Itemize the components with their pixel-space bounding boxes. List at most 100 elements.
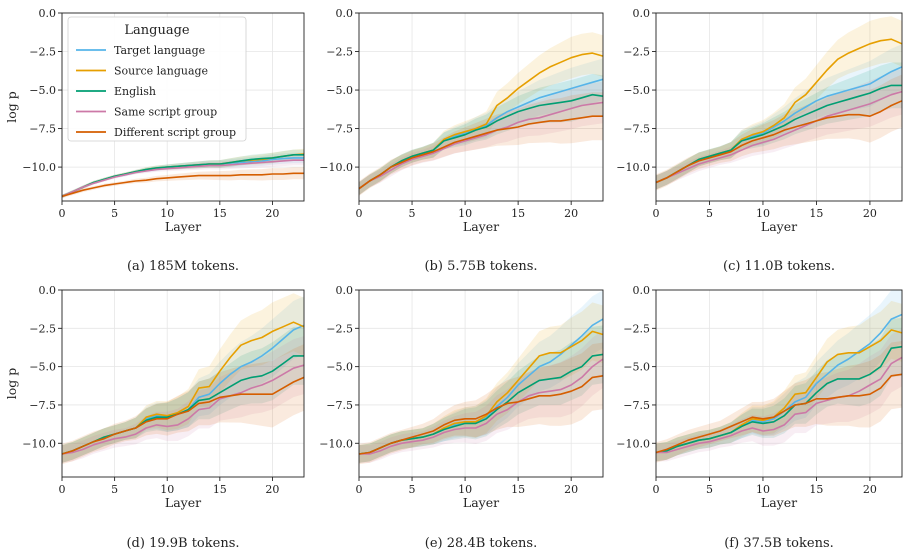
y-tick-label: −7.5 — [623, 123, 650, 136]
legend-label: Different script group — [114, 126, 236, 139]
y-tick-label: −10.0 — [319, 437, 353, 450]
panel-1: 0 5 10 15 20 0.0 −2.5 −5.0 −7.5 −10.0 Layer (b) 5.7… — [319, 7, 604, 274]
y-tick-label: −2.5 — [623, 322, 650, 335]
legend-label: Source language — [114, 65, 208, 78]
series-line — [61, 376, 305, 455]
x-tick-label: 15 — [213, 483, 227, 496]
x-tick-label: 10 — [160, 207, 174, 220]
y-tick-label: −5.0 — [326, 84, 353, 97]
band-2 — [656, 317, 902, 462]
y-tick-label: −2.5 — [623, 46, 650, 59]
subfigure-caption: (a) 185M tokens. — [127, 259, 239, 274]
x-tick-label: 5 — [706, 483, 713, 496]
band-4 — [359, 342, 603, 465]
band-0 — [359, 290, 603, 463]
series-line — [358, 93, 604, 190]
legend-label: Same script group — [114, 106, 217, 119]
x-tick-label: 5 — [111, 207, 118, 220]
x-tick-label: 15 — [511, 207, 525, 220]
x-tick-label: 10 — [756, 483, 770, 496]
y-tick-label: −10.0 — [22, 437, 56, 450]
y-tick-label: −5.0 — [29, 84, 56, 97]
legend-title: Language — [124, 23, 190, 38]
axes-frame — [358, 289, 604, 478]
y-tick-label: −7.5 — [623, 399, 650, 412]
legend: Language Target language Source language En… — [67, 16, 247, 142]
x-tick-label: 0 — [356, 483, 363, 496]
band-1 — [656, 16, 902, 190]
legend-label: English — [114, 85, 156, 98]
series-line — [61, 172, 304, 198]
axes-frame — [655, 289, 903, 478]
series-line — [61, 364, 305, 455]
y-tick-label: −10.0 — [616, 161, 650, 174]
band-3 — [62, 155, 304, 198]
y-tick-label: −5.0 — [326, 361, 353, 374]
axes-frame — [61, 289, 305, 478]
y-tick-label: −10.0 — [616, 437, 650, 450]
series-line — [358, 375, 604, 455]
subfigure-caption: (d) 19.9B tokens. — [126, 536, 239, 551]
y-tick-label: −10.0 — [319, 161, 353, 174]
panel-3: 0 5 10 15 20 0.0 −2.5 −5.0 −7.5 −10.0 Layer log p (d… — [4, 284, 305, 551]
x-tick-label: 0 — [59, 207, 66, 220]
y-tick-label: −7.5 — [29, 399, 56, 412]
x-tick-label: 0 — [653, 483, 660, 496]
x-tick-label: 20 — [863, 483, 877, 496]
x-tick-label: 15 — [809, 207, 823, 220]
x-axis-label: Layer — [761, 219, 797, 234]
subfigure-caption: (b) 5.75B tokens. — [424, 259, 537, 274]
y-tick-label: 0.0 — [633, 7, 651, 20]
x-tick-label: 20 — [265, 207, 279, 220]
band-4 — [62, 344, 304, 465]
subfigure-caption: (c) 11.0B tokens. — [723, 259, 835, 274]
x-tick-label: 20 — [564, 207, 578, 220]
x-tick-label: 10 — [756, 207, 770, 220]
series-line — [655, 90, 903, 184]
band-1 — [62, 293, 304, 463]
y-tick-label: −7.5 — [29, 123, 56, 136]
x-axis-label: Layer — [463, 495, 499, 510]
y-tick-label: 0.0 — [336, 7, 354, 20]
y-axis-label: log p — [4, 368, 19, 400]
panel-4: 0 5 10 15 20 0.0 −2.5 −5.0 −7.5 −10.0 Layer (e) 28.… — [319, 284, 604, 551]
series-line — [358, 115, 603, 190]
band-1 — [359, 302, 603, 463]
x-tick-label: 10 — [458, 207, 472, 220]
y-tick-label: 0.0 — [39, 7, 57, 20]
y-axis-label: log p — [4, 91, 19, 123]
y-tick-label: −10.0 — [22, 161, 56, 174]
series-line — [358, 101, 604, 190]
axes-frame — [655, 12, 903, 202]
x-tick-label: 10 — [160, 483, 174, 496]
y-tick-label: −2.5 — [326, 46, 353, 59]
y-tick-label: −2.5 — [29, 46, 56, 59]
band-2 — [656, 62, 902, 190]
subfigure-caption: (e) 28.4B tokens. — [425, 536, 537, 551]
x-axis-label: Layer — [463, 219, 499, 234]
y-tick-label: −2.5 — [326, 322, 353, 335]
y-tick-label: 0.0 — [336, 284, 354, 297]
y-tick-label: −5.0 — [29, 361, 56, 374]
legend-label: Target language — [114, 44, 205, 57]
series-line — [359, 358, 604, 455]
x-tick-label: 10 — [458, 483, 472, 496]
x-tick-label: 5 — [409, 483, 416, 496]
x-axis-label: Layer — [761, 495, 797, 510]
x-axis-label: Layer — [165, 495, 201, 510]
panel-5: 0 5 10 15 20 0.0 −2.5 −5.0 −7.5 −10.0 Layer (f) 37.… — [616, 284, 903, 551]
series-line — [61, 159, 304, 198]
axes-frame — [61, 12, 305, 202]
y-tick-label: −2.5 — [29, 322, 56, 335]
series-line — [655, 84, 902, 184]
x-tick-label: 15 — [809, 483, 823, 496]
x-axis-label: Layer — [165, 219, 201, 234]
x-tick-label: 5 — [409, 207, 416, 220]
panel-2: 0 5 10 15 20 0.0 −2.5 −5.0 −7.5 −10.0 Layer (c) 11.… — [616, 7, 903, 274]
band-2 — [62, 326, 304, 463]
legend-box — [67, 16, 247, 142]
x-tick-label: 20 — [863, 207, 877, 220]
series-line — [655, 345, 903, 454]
